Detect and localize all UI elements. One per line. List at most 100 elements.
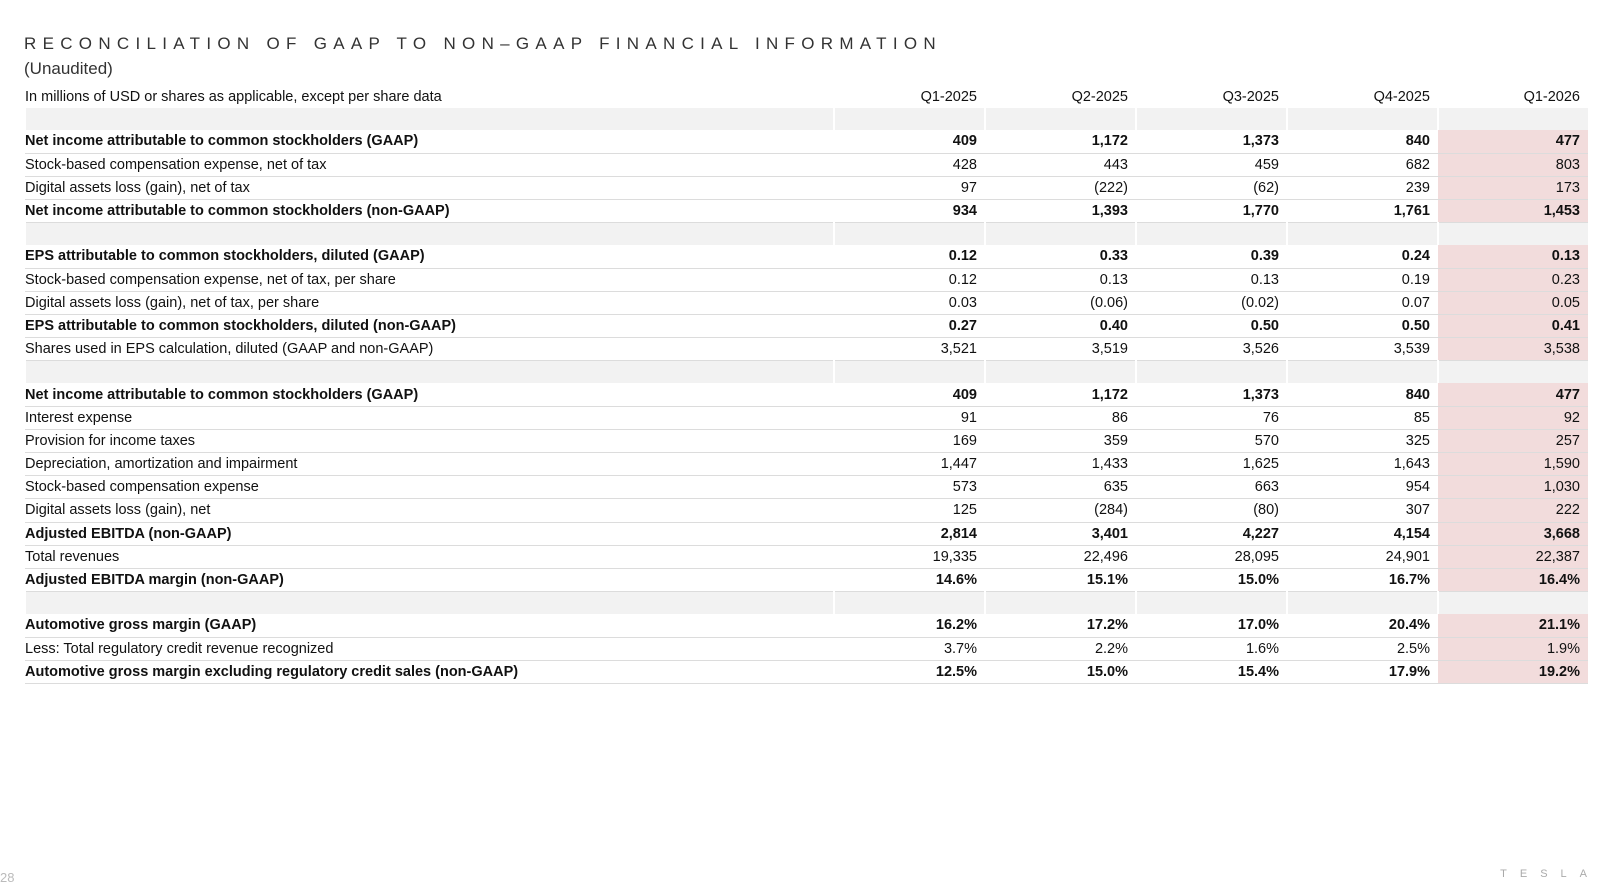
row-label: Automotive gross margin (GAAP) — [25, 614, 834, 638]
row-label: Total revenues — [25, 545, 834, 569]
table-row: Shares used in EPS calculation, diluted … — [25, 337, 1588, 362]
spacer-row — [24, 591, 1588, 615]
value-cell: 1,625 — [1136, 452, 1287, 477]
value-cell: 954 — [1287, 475, 1438, 500]
value-cell: 1.6% — [1136, 637, 1287, 661]
spacer-cell — [1437, 222, 1588, 246]
value-cell: 15.0% — [1136, 568, 1287, 593]
row-label: Adjusted EBITDA margin (non-GAAP) — [25, 568, 834, 593]
logo: TESLA — [1500, 868, 1600, 880]
value-cell: 16.2% — [834, 614, 985, 638]
value-cell: 1,373 — [1136, 383, 1287, 407]
value-cell: 19.2% — [1438, 660, 1588, 684]
value-cell: 0.24 — [1287, 245, 1438, 269]
table-row: Provision for income taxes 169 359 570 325 25… — [25, 429, 1588, 454]
value-cell: 22,496 — [985, 545, 1136, 569]
value-cell: 1,643 — [1287, 452, 1438, 477]
spacer-cell — [833, 108, 985, 131]
row-label: Provision for income taxes — [25, 429, 834, 454]
row-label: Net income attributable to common stockh… — [25, 383, 834, 407]
value-cell: 22,387 — [1438, 545, 1588, 569]
value-cell: 0.27 — [834, 314, 985, 339]
value-cell: 3,538 — [1438, 337, 1588, 362]
spacer-cell — [1286, 591, 1438, 615]
spacer-cell — [833, 222, 985, 246]
value-cell: (284) — [985, 498, 1136, 523]
value-cell: 1,373 — [1136, 130, 1287, 154]
value-cell: 682 — [1287, 153, 1438, 177]
table-row: Total revenues 19,335 22,496 28,095 24,901 22… — [25, 545, 1588, 569]
value-cell: (222) — [985, 176, 1136, 200]
value-cell: 16.7% — [1287, 568, 1438, 593]
value-cell: 570 — [1136, 429, 1287, 454]
table-row: Automotive gross margin excluding regula… — [25, 660, 1588, 684]
value-cell: 0.12 — [834, 268, 985, 292]
value-cell: 86 — [985, 406, 1136, 430]
value-cell: (62) — [1136, 176, 1287, 200]
value-cell: 0.05 — [1438, 291, 1588, 315]
value-cell: 307 — [1287, 498, 1438, 523]
value-cell: 4,227 — [1136, 522, 1287, 546]
value-cell: 173 — [1438, 176, 1588, 200]
row-label: Automotive gross margin excluding regula… — [25, 660, 834, 684]
value-cell: 0.39 — [1136, 245, 1287, 269]
value-cell: 0.03 — [834, 291, 985, 315]
spacer-row — [24, 108, 1588, 131]
table-row: Digital assets loss (gain), net of tax 97… — [25, 176, 1588, 200]
value-cell: 1.9% — [1438, 637, 1588, 661]
row-label: Shares used in EPS calculation, diluted … — [25, 337, 834, 362]
value-cell: 0.50 — [1287, 314, 1438, 339]
spacer-cell — [833, 591, 985, 615]
table-row: Stock-based compensation expense 573 635 66… — [25, 475, 1588, 500]
table-row: Net income attributable to common stockh… — [25, 130, 1588, 154]
value-cell: 840 — [1287, 130, 1438, 154]
value-cell: 14.6% — [834, 568, 985, 593]
value-cell: 803 — [1438, 153, 1588, 177]
table-row: Stock-based compensation expense, net of… — [25, 153, 1588, 177]
spacer-row — [24, 360, 1588, 384]
spacer-cell — [1135, 591, 1287, 615]
value-cell: 1,590 — [1438, 452, 1588, 477]
value-cell: 1,770 — [1136, 199, 1287, 224]
column-header: Q1-2025 — [920, 89, 977, 106]
value-cell: 840 — [1287, 383, 1438, 407]
row-label: Depreciation, amortization and impairmen… — [25, 452, 834, 477]
reconciliation-table: In millions of USD or shares as applicab… — [24, 86, 1588, 684]
value-cell: 21.1% — [1438, 614, 1588, 638]
value-cell: 477 — [1438, 130, 1588, 154]
spacer-cell — [1135, 222, 1287, 246]
value-cell: 0.33 — [985, 245, 1136, 269]
value-cell: 2.5% — [1287, 637, 1438, 661]
spacer-cell — [984, 108, 1136, 131]
value-cell: 0.12 — [834, 245, 985, 269]
row-label: Adjusted EBITDA (non-GAAP) — [25, 522, 834, 546]
spacer-cell — [1286, 222, 1438, 246]
value-cell: 85 — [1287, 406, 1438, 430]
subtitle: (Unaudited) — [24, 59, 113, 78]
table-row: Less: Total regulatory credit revenue re… — [25, 637, 1588, 661]
value-cell: 169 — [834, 429, 985, 454]
spacer-cell — [24, 360, 834, 384]
table-row: Automotive gross margin (GAAP) 16.2% 17.2%… — [25, 614, 1588, 638]
value-cell: 24,901 — [1287, 545, 1438, 569]
spacer-cell — [1286, 108, 1438, 131]
value-cell: 239 — [1287, 176, 1438, 200]
value-cell: 15.1% — [985, 568, 1136, 593]
value-cell: 3,668 — [1438, 522, 1588, 546]
value-cell: (0.02) — [1136, 291, 1287, 315]
spacer-cell — [1135, 360, 1287, 384]
value-cell: 3,526 — [1136, 337, 1287, 362]
value-cell: 1,453 — [1438, 199, 1588, 224]
spacer-cell — [833, 360, 985, 384]
table-row: Depreciation, amortization and impairmen… — [25, 452, 1588, 477]
table-row: Interest expense 91 86 76 85 92 — [25, 406, 1588, 430]
spacer-cell — [1286, 360, 1438, 384]
table-row: EPS attributable to common stockholders,… — [25, 245, 1588, 269]
value-cell: 257 — [1438, 429, 1588, 454]
value-cell: 573 — [834, 475, 985, 500]
value-cell: 2.2% — [985, 637, 1136, 661]
value-cell: 459 — [1136, 153, 1287, 177]
value-cell: 409 — [834, 130, 985, 154]
value-cell: 76 — [1136, 406, 1287, 430]
